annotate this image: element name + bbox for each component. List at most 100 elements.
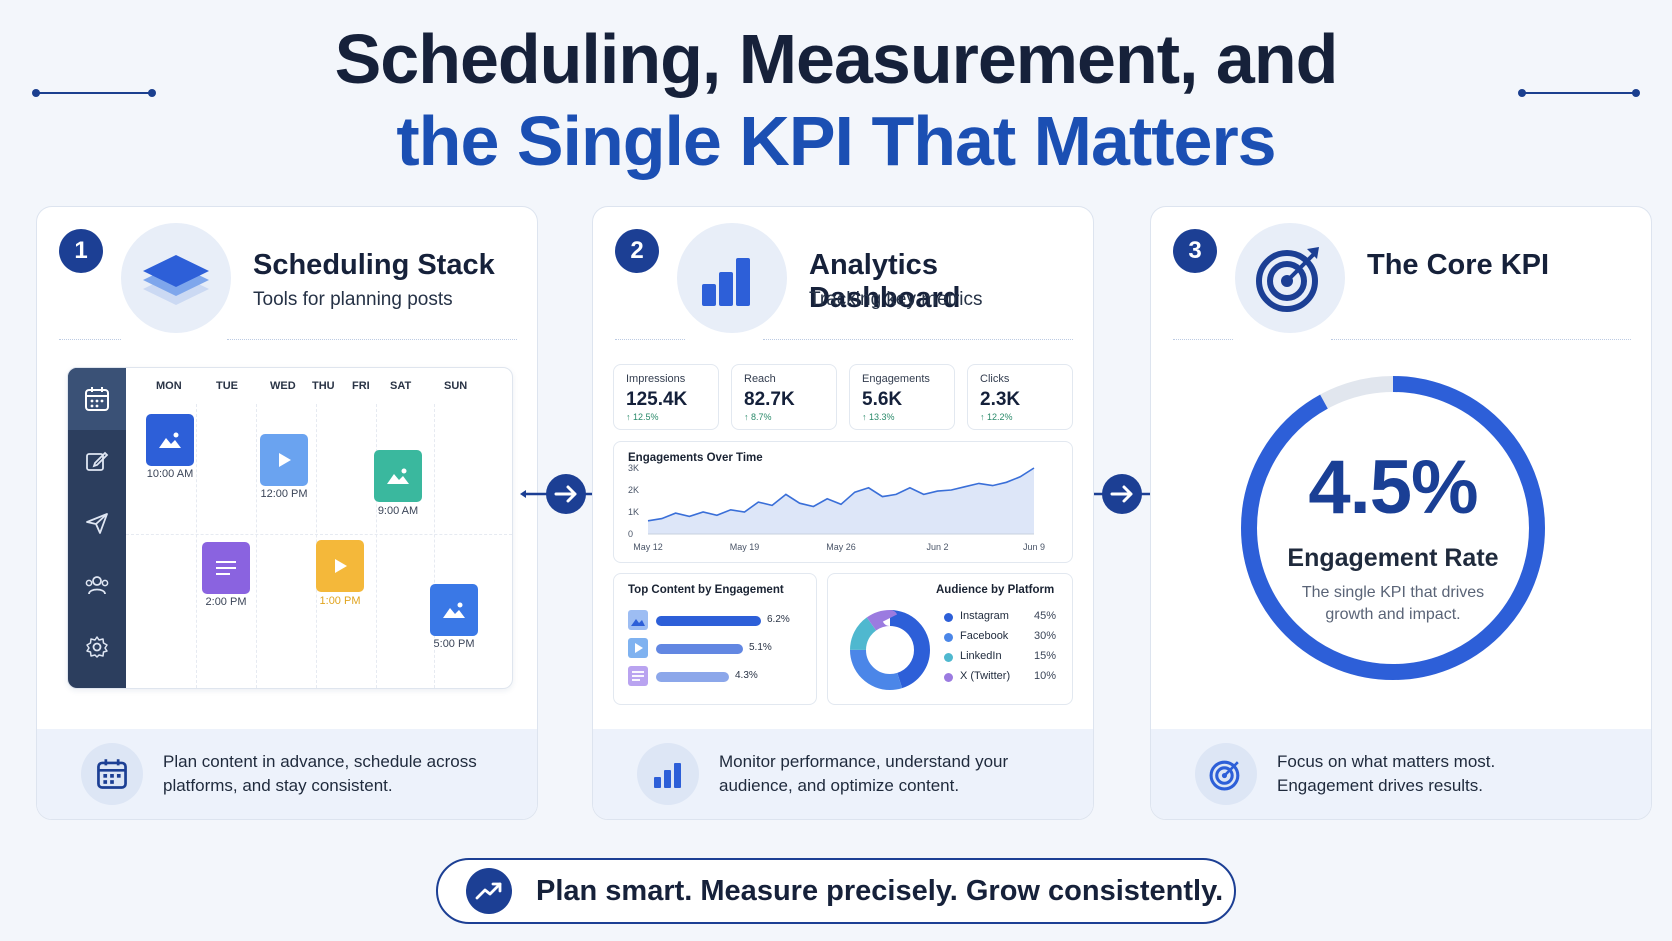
- analytics-header: 2 Analytics Dashboard Tracking key metri…: [593, 207, 1093, 337]
- text-post-icon: [628, 666, 648, 686]
- y-tick-label: 2K: [628, 485, 639, 495]
- edit-icon: [86, 451, 109, 471]
- calendar-icon: [85, 387, 109, 411]
- footer-line-1: Monitor performance, understand your: [719, 752, 1009, 771]
- day-header-fri: FRI: [352, 380, 370, 392]
- scheduled-post-video[interactable]: [260, 434, 308, 486]
- day-header-thu: THU: [312, 380, 335, 392]
- legend-pct: 15%: [1033, 650, 1056, 662]
- day-header-wed: WED: [270, 380, 296, 392]
- x-tick-label: May 26: [826, 542, 856, 552]
- engagement-value: 5.1%: [749, 642, 772, 653]
- donut-slice: [850, 610, 930, 690]
- chart-title: Engagements Over Time: [628, 452, 763, 464]
- engagement-bar: [656, 644, 743, 654]
- kpi-description-line-1: The single KPI that drives: [1301, 584, 1485, 601]
- scheduled-post-image[interactable]: [374, 450, 422, 502]
- image-icon: [443, 602, 465, 618]
- post-time: 2:00 PM: [205, 596, 247, 608]
- kpi-label: Engagements: [862, 373, 930, 385]
- footer-line-2: audience, and optimize content.: [719, 776, 960, 795]
- top-content-item[interactable]: 6.2%: [628, 610, 828, 632]
- audience-card: Audience by Platform Instagram 45% Faceb…: [827, 573, 1073, 705]
- kpi-ring: 4.5% Engagement Rate The single KPI that…: [1237, 372, 1549, 684]
- kpi-card-reach[interactable]: Reach 82.7K ↑ 8.7%: [731, 364, 837, 430]
- trend-up-icon: [466, 868, 512, 914]
- scheduled-post-image[interactable]: [146, 414, 194, 466]
- engagement-bar: [656, 616, 761, 626]
- kpi-value: 5.6K: [862, 389, 903, 410]
- right-decorative-line: [1518, 89, 1640, 97]
- target-icon: [1195, 743, 1257, 805]
- legend-dot: [944, 673, 953, 682]
- day-header-mon: MON: [156, 380, 182, 392]
- kpi-label: Impressions: [626, 373, 686, 385]
- legend-item-linkedin: LinkedIn 15%: [944, 650, 1056, 666]
- step-badge-3: 3: [1173, 229, 1217, 273]
- divider: [59, 339, 121, 340]
- scheduled-post-video[interactable]: [316, 540, 364, 592]
- day-header-sun: SUN: [444, 380, 468, 392]
- scheduled-post-image[interactable]: [430, 584, 478, 636]
- kpi-card-clicks[interactable]: Clicks 2.3K ↑ 12.2%: [967, 364, 1073, 430]
- legend-name: X (Twitter): [960, 670, 1011, 682]
- text-post-icon: [216, 561, 236, 575]
- legend-name: LinkedIn: [960, 650, 1002, 662]
- top-content-card: Top Content by Engagement 6.2% 5.1% 4.3%: [613, 573, 817, 705]
- kpi-value: 4.5%: [1308, 445, 1478, 530]
- image-icon: [628, 610, 648, 630]
- sidebar-item-send[interactable]: [68, 492, 126, 554]
- users-icon: [85, 576, 109, 595]
- title-line-2: the Single KPI That Matters: [396, 102, 1276, 180]
- scheduling-title: Scheduling Stack: [253, 249, 495, 281]
- top-content-item[interactable]: 5.1%: [628, 638, 828, 660]
- scheduled-post-text[interactable]: [202, 542, 250, 594]
- x-tick-label: Jun 9: [1023, 542, 1045, 552]
- engagement-rate-ring: [1241, 376, 1545, 680]
- x-tick-label: Jun 2: [926, 542, 948, 552]
- analytics-title: Analytics Dashboard: [809, 249, 961, 314]
- kpi-value: 82.7K: [744, 389, 795, 410]
- image-icon: [387, 468, 409, 484]
- sidebar-item-calendar[interactable]: [68, 368, 126, 430]
- kpi-card-impressions[interactable]: Impressions 125.4K ↑ 12.5%: [613, 364, 719, 430]
- calendar-icon: [81, 743, 143, 805]
- legend-item-x-twitter: X (Twitter) 10%: [944, 670, 1056, 686]
- divider: [763, 339, 1073, 340]
- kpi-value: 125.4K: [626, 389, 688, 410]
- post-time: 5:00 PM: [433, 638, 475, 650]
- analytics-panel: 2 Analytics Dashboard Tracking key metri…: [592, 206, 1094, 820]
- engagement-value: 6.2%: [767, 614, 790, 625]
- y-tick-label: 3K: [628, 463, 639, 473]
- calendar-widget: MON TUE WED THU FRI SAT SUN 10:00 AM 12:…: [67, 367, 513, 689]
- y-tick-label: 0: [628, 529, 633, 539]
- bar-chart-icon: [677, 223, 787, 333]
- image-icon: [159, 432, 181, 448]
- footer-line-2: Engagement drives results.: [1277, 776, 1483, 795]
- legend-name: Instagram: [960, 610, 1009, 622]
- core-kpi-header: 3 The Core KPI: [1151, 207, 1651, 337]
- analytics-subtitle: Tracking key metrics: [809, 289, 983, 310]
- bar-chart-icon: [637, 743, 699, 805]
- divider: [1331, 339, 1631, 340]
- footer-line-2: platforms, and stay consistent.: [163, 776, 393, 795]
- target-icon: [1235, 223, 1345, 333]
- legend-pct: 30%: [1033, 630, 1056, 642]
- legend-item-facebook: Facebook 30%: [944, 630, 1056, 646]
- legend-name: Facebook: [960, 630, 1009, 642]
- scheduling-header: 1 Scheduling Stack Tools for planning po…: [37, 207, 537, 337]
- sidebar-item-settings[interactable]: [68, 616, 126, 678]
- page-title: Scheduling, Measurement, and the Single …: [0, 18, 1672, 182]
- top-content-item[interactable]: 4.3%: [628, 666, 828, 688]
- sidebar-item-edit[interactable]: [68, 430, 126, 492]
- post-time: 1:00 PM: [319, 595, 361, 607]
- title-line-1: Scheduling, Measurement, and: [334, 20, 1339, 98]
- core-kpi-title: The Core KPI: [1367, 249, 1550, 281]
- day-header-sat: SAT: [390, 380, 412, 392]
- sidebar-item-users[interactable]: [68, 554, 126, 616]
- left-decorative-line: [32, 89, 156, 97]
- top-content-title: Top Content by Engagement: [628, 584, 784, 596]
- calendar-sidebar: [68, 368, 126, 688]
- kpi-card-engagements[interactable]: Engagements 5.6K ↑ 13.3%: [849, 364, 955, 430]
- engagement-value: 4.3%: [735, 670, 758, 681]
